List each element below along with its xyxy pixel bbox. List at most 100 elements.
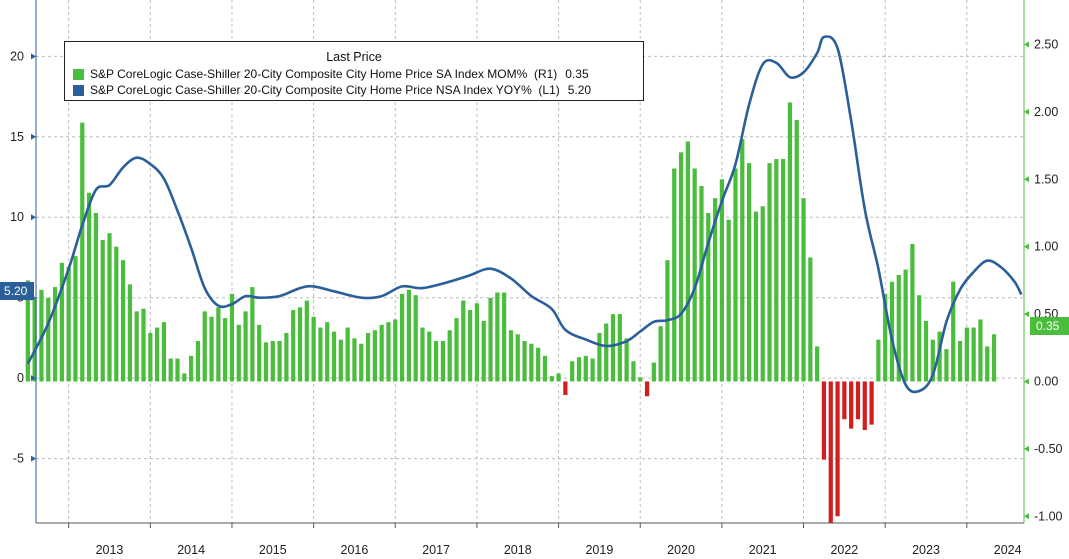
legend-value-yoy: 5.20 bbox=[567, 83, 592, 97]
mom-bar bbox=[624, 338, 629, 382]
mom-bar bbox=[107, 233, 112, 382]
mom-bar bbox=[495, 292, 500, 382]
mom-bar bbox=[420, 327, 425, 382]
mom-bar bbox=[869, 381, 874, 425]
left-tick-label: 20 bbox=[10, 49, 24, 63]
x-tick-label: 2018 bbox=[504, 543, 532, 557]
mom-bar bbox=[182, 373, 187, 382]
mom-bar bbox=[855, 381, 861, 420]
mom-bar bbox=[937, 331, 942, 382]
mom-bar bbox=[692, 168, 697, 382]
mom-bar bbox=[597, 332, 602, 382]
mom-bar bbox=[406, 289, 411, 382]
mom-bar bbox=[957, 341, 963, 382]
mom-bar bbox=[229, 293, 235, 382]
mom-bar bbox=[250, 287, 255, 382]
x-tick-label: 2013 bbox=[96, 543, 124, 557]
mom-bar bbox=[325, 322, 330, 382]
right-tick bbox=[1024, 378, 1029, 385]
mom-bar bbox=[753, 211, 759, 382]
left-tick bbox=[31, 53, 36, 60]
mom-bar bbox=[651, 362, 656, 382]
mom-bar bbox=[365, 332, 371, 382]
legend: Last Price S&P CoreLogic Case-Shiller 20… bbox=[64, 41, 644, 101]
right-tick bbox=[1024, 513, 1029, 520]
mom-bar bbox=[951, 281, 956, 382]
mom-bar bbox=[801, 198, 806, 382]
right-tick-label: 0.00 bbox=[1034, 374, 1058, 388]
mom-bar bbox=[86, 192, 92, 382]
mom-bar bbox=[590, 358, 595, 382]
mom-bar bbox=[542, 355, 548, 382]
mom-bar bbox=[168, 358, 173, 382]
mom-bar bbox=[971, 327, 976, 382]
mom-bar bbox=[515, 334, 520, 382]
mom-bar bbox=[393, 319, 398, 382]
mom-bar bbox=[889, 281, 895, 382]
mom-bar bbox=[413, 295, 418, 382]
right-tick bbox=[1024, 108, 1029, 115]
mom-bar bbox=[202, 311, 207, 382]
mom-bar bbox=[216, 307, 221, 382]
mom-bar bbox=[883, 293, 888, 382]
mom-bar bbox=[236, 324, 241, 382]
right-tick-label: 1.50 bbox=[1034, 172, 1058, 186]
mom-bar bbox=[917, 295, 922, 382]
x-tick-label: 2014 bbox=[177, 543, 205, 557]
mom-bar bbox=[760, 206, 765, 382]
mom-bar bbox=[502, 292, 507, 382]
mom-bar bbox=[331, 331, 337, 382]
mom-bar bbox=[427, 331, 432, 382]
mom-bar bbox=[903, 269, 908, 382]
mom-bar bbox=[570, 361, 575, 382]
mom-bar bbox=[644, 381, 650, 397]
mom-bar bbox=[284, 332, 289, 382]
mom-bar bbox=[32, 297, 37, 382]
mom-bar bbox=[719, 179, 724, 382]
mom-bar bbox=[338, 339, 343, 382]
mom-bar bbox=[257, 324, 262, 382]
right-tick bbox=[1024, 243, 1029, 250]
mom-bar bbox=[549, 376, 554, 382]
mom-bar bbox=[638, 377, 643, 382]
mom-bar bbox=[440, 341, 446, 382]
right-tick-label: -0.50 bbox=[1034, 442, 1063, 456]
right-tick bbox=[1024, 41, 1029, 48]
mom-bar bbox=[263, 342, 269, 382]
left-tick bbox=[31, 214, 36, 221]
mom-bar bbox=[461, 300, 466, 382]
x-tick-label: 2022 bbox=[830, 543, 858, 557]
mom-bar bbox=[488, 297, 493, 382]
mom-bar bbox=[345, 327, 350, 382]
mom-bar bbox=[978, 319, 983, 382]
mom-bar bbox=[658, 326, 663, 382]
right-tick-label: 2.50 bbox=[1034, 37, 1058, 51]
mom-bar bbox=[433, 341, 439, 382]
mom-bar bbox=[794, 119, 799, 382]
mom-bar bbox=[195, 341, 201, 382]
mom-bar bbox=[774, 159, 779, 382]
mom-bar bbox=[617, 314, 622, 382]
legend-value-mom: 0.35 bbox=[565, 67, 589, 81]
yoy-series-line bbox=[26, 35, 1023, 394]
tick-labels: -505101520-1.00-0.500.000.501.001.502.00… bbox=[10, 37, 1062, 557]
mom-bar bbox=[733, 168, 738, 382]
left-tick-label: -5 bbox=[13, 452, 24, 466]
mom-bar bbox=[161, 322, 167, 382]
last-value-tag-right: 0.35 bbox=[1030, 317, 1069, 335]
mom-bar bbox=[25, 280, 30, 382]
mom-bar bbox=[923, 320, 929, 382]
x-tick-label: 2020 bbox=[667, 543, 695, 557]
mom-bar bbox=[944, 349, 949, 382]
mom-bar bbox=[876, 339, 881, 382]
mom-bar bbox=[447, 330, 452, 382]
mom-bar bbox=[399, 293, 405, 382]
mom-bar bbox=[726, 219, 731, 382]
mom-bar bbox=[80, 122, 85, 382]
mom-bar bbox=[896, 274, 901, 382]
mom-bar bbox=[821, 381, 827, 460]
mom-bar bbox=[610, 314, 616, 382]
mom-bar bbox=[59, 262, 64, 382]
mom-bar bbox=[155, 327, 160, 382]
mom-bar bbox=[243, 311, 248, 382]
